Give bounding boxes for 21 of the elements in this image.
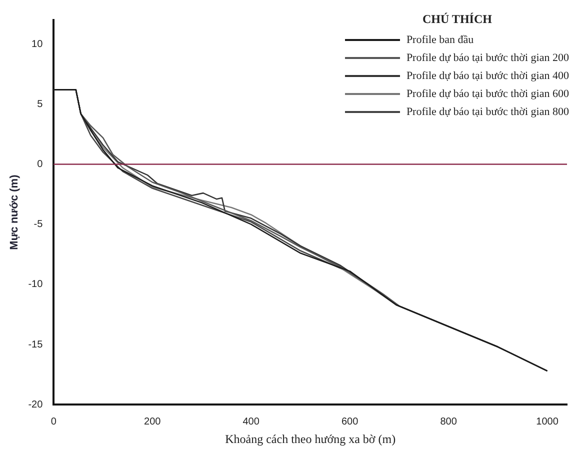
legend-label: Profile dự báo tại bước thời gian 400 [406,70,569,82]
legend-title: CHÚ THÍCH [421,12,493,27]
x-tick-label: 1000 [536,416,559,428]
x-axis-title: Khoảng cách theo hướng xa bờ (m) [225,432,396,446]
x-tick-label: 400 [242,416,260,428]
y-tick-label: -15 [28,339,44,350]
x-tick-label: 800 [440,416,458,428]
y-tick-label: -5 [34,219,44,230]
legend-label: Profile dự báo tại bước thời gian 800 [406,106,569,118]
y-tick-label: 0 [37,158,44,170]
legend-label: Profile ban đầu [406,34,474,46]
y-tick-label: 10 [32,38,44,50]
y-axis-title: Mực nước (m) [8,174,21,250]
legend-label: Profile dự báo tại bước thời gian 600 [406,88,569,100]
legend-label: Profile dự báo tại bước thời gian 200 [406,52,569,64]
x-tick-label: 0 [50,416,57,428]
x-tick-label: 200 [144,416,162,428]
y-tick-label: 5 [37,98,44,110]
x-tick-label: 600 [341,416,359,428]
y-tick-label: -10 [28,279,44,290]
y-tick-label: -20 [28,399,44,410]
